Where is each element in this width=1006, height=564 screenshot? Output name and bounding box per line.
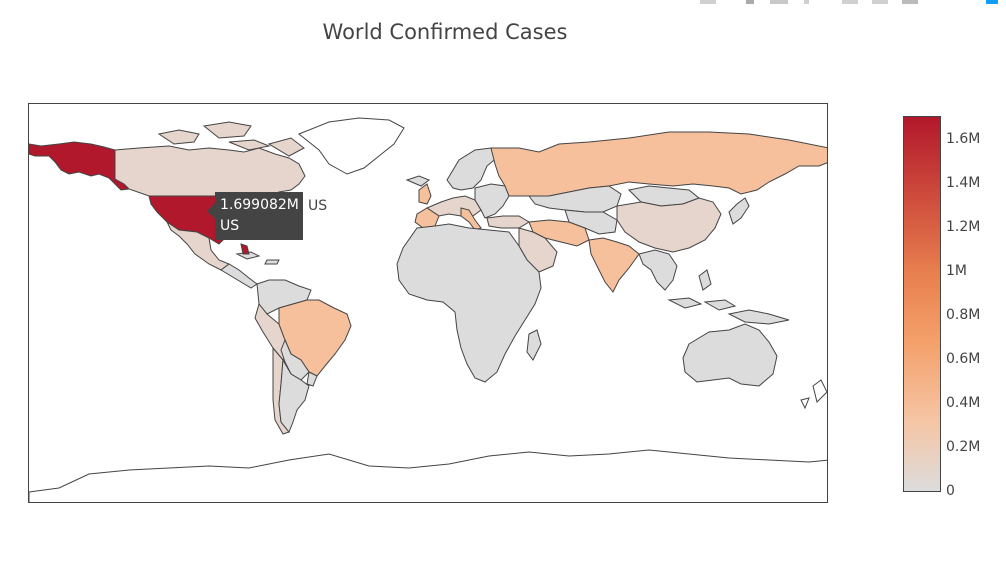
- central-america[interactable]: [220, 263, 258, 289]
- country-turkey[interactable]: [486, 215, 530, 229]
- plotly-logo-icon[interactable]: [986, 0, 998, 4]
- country-greenland[interactable]: [298, 117, 405, 175]
- indonesia-philippines[interactable]: [667, 269, 790, 325]
- country-uk[interactable]: [418, 183, 432, 205]
- country-japan[interactable]: [728, 197, 750, 225]
- dominican-republic[interactable]: [240, 243, 250, 255]
- tooltip-value: 1.699082M: [220, 197, 299, 213]
- colorbar-tick-label: 1M: [946, 263, 967, 279]
- zoom-in-icon[interactable]: [842, 0, 858, 4]
- world-map[interactable]: [29, 104, 828, 503]
- tooltip-country: US: [220, 218, 240, 234]
- eastern-europe[interactable]: [474, 183, 510, 219]
- country-canada[interactable]: [114, 145, 306, 197]
- map-frame[interactable]: [28, 103, 828, 503]
- country-scandinavia[interactable]: [446, 147, 500, 191]
- tooltip-trace-name: US: [308, 198, 328, 214]
- country-argentina[interactable]: [278, 358, 310, 433]
- country-china[interactable]: [616, 197, 722, 253]
- continent-africa[interactable]: [396, 223, 542, 383]
- colorbar-tick-label: 1.4M: [946, 175, 981, 191]
- central-asia[interactable]: [564, 209, 618, 235]
- chart-title: World Confirmed Cases: [322, 20, 568, 44]
- colorbar-tick-label: 0.6M: [946, 351, 981, 367]
- country-australia[interactable]: [682, 323, 778, 387]
- continent-antarctica[interactable]: [29, 449, 828, 503]
- country-uruguay[interactable]: [306, 371, 318, 387]
- country-russia[interactable]: [490, 131, 828, 197]
- tooltip-arrow: [207, 203, 215, 219]
- colorbar: [903, 116, 941, 492]
- select-icon[interactable]: [804, 0, 809, 4]
- southeast-asia[interactable]: [638, 249, 678, 291]
- zoom-out-icon[interactable]: [872, 0, 888, 4]
- camera-icon[interactable]: [700, 0, 716, 4]
- colorbar-tick-label: 0: [946, 483, 955, 499]
- country-iceland[interactable]: [405, 175, 431, 187]
- hover-tooltip: 1.699082M US: [207, 192, 303, 240]
- colorbar-tick-label: 1.6M: [946, 131, 981, 147]
- modebar[interactable]: [696, 0, 1006, 6]
- canada-arctic-islands[interactable]: [157, 121, 305, 157]
- colorbar-tick-label: 0.2M: [946, 439, 981, 455]
- colorbar-tick-label: 1.2M: [946, 219, 981, 235]
- zoom-icon[interactable]: [746, 0, 754, 4]
- country-alaska[interactable]: [29, 141, 131, 191]
- country-madagascar[interactable]: [526, 329, 542, 361]
- reset-icon[interactable]: [902, 0, 918, 4]
- colorbar-tick-label: 0.4M: [946, 395, 981, 411]
- country-new-zealand[interactable]: [800, 379, 827, 410]
- pan-icon[interactable]: [770, 0, 788, 4]
- country-india[interactable]: [588, 237, 640, 293]
- colorbar-tick-label: 0.8M: [946, 307, 981, 323]
